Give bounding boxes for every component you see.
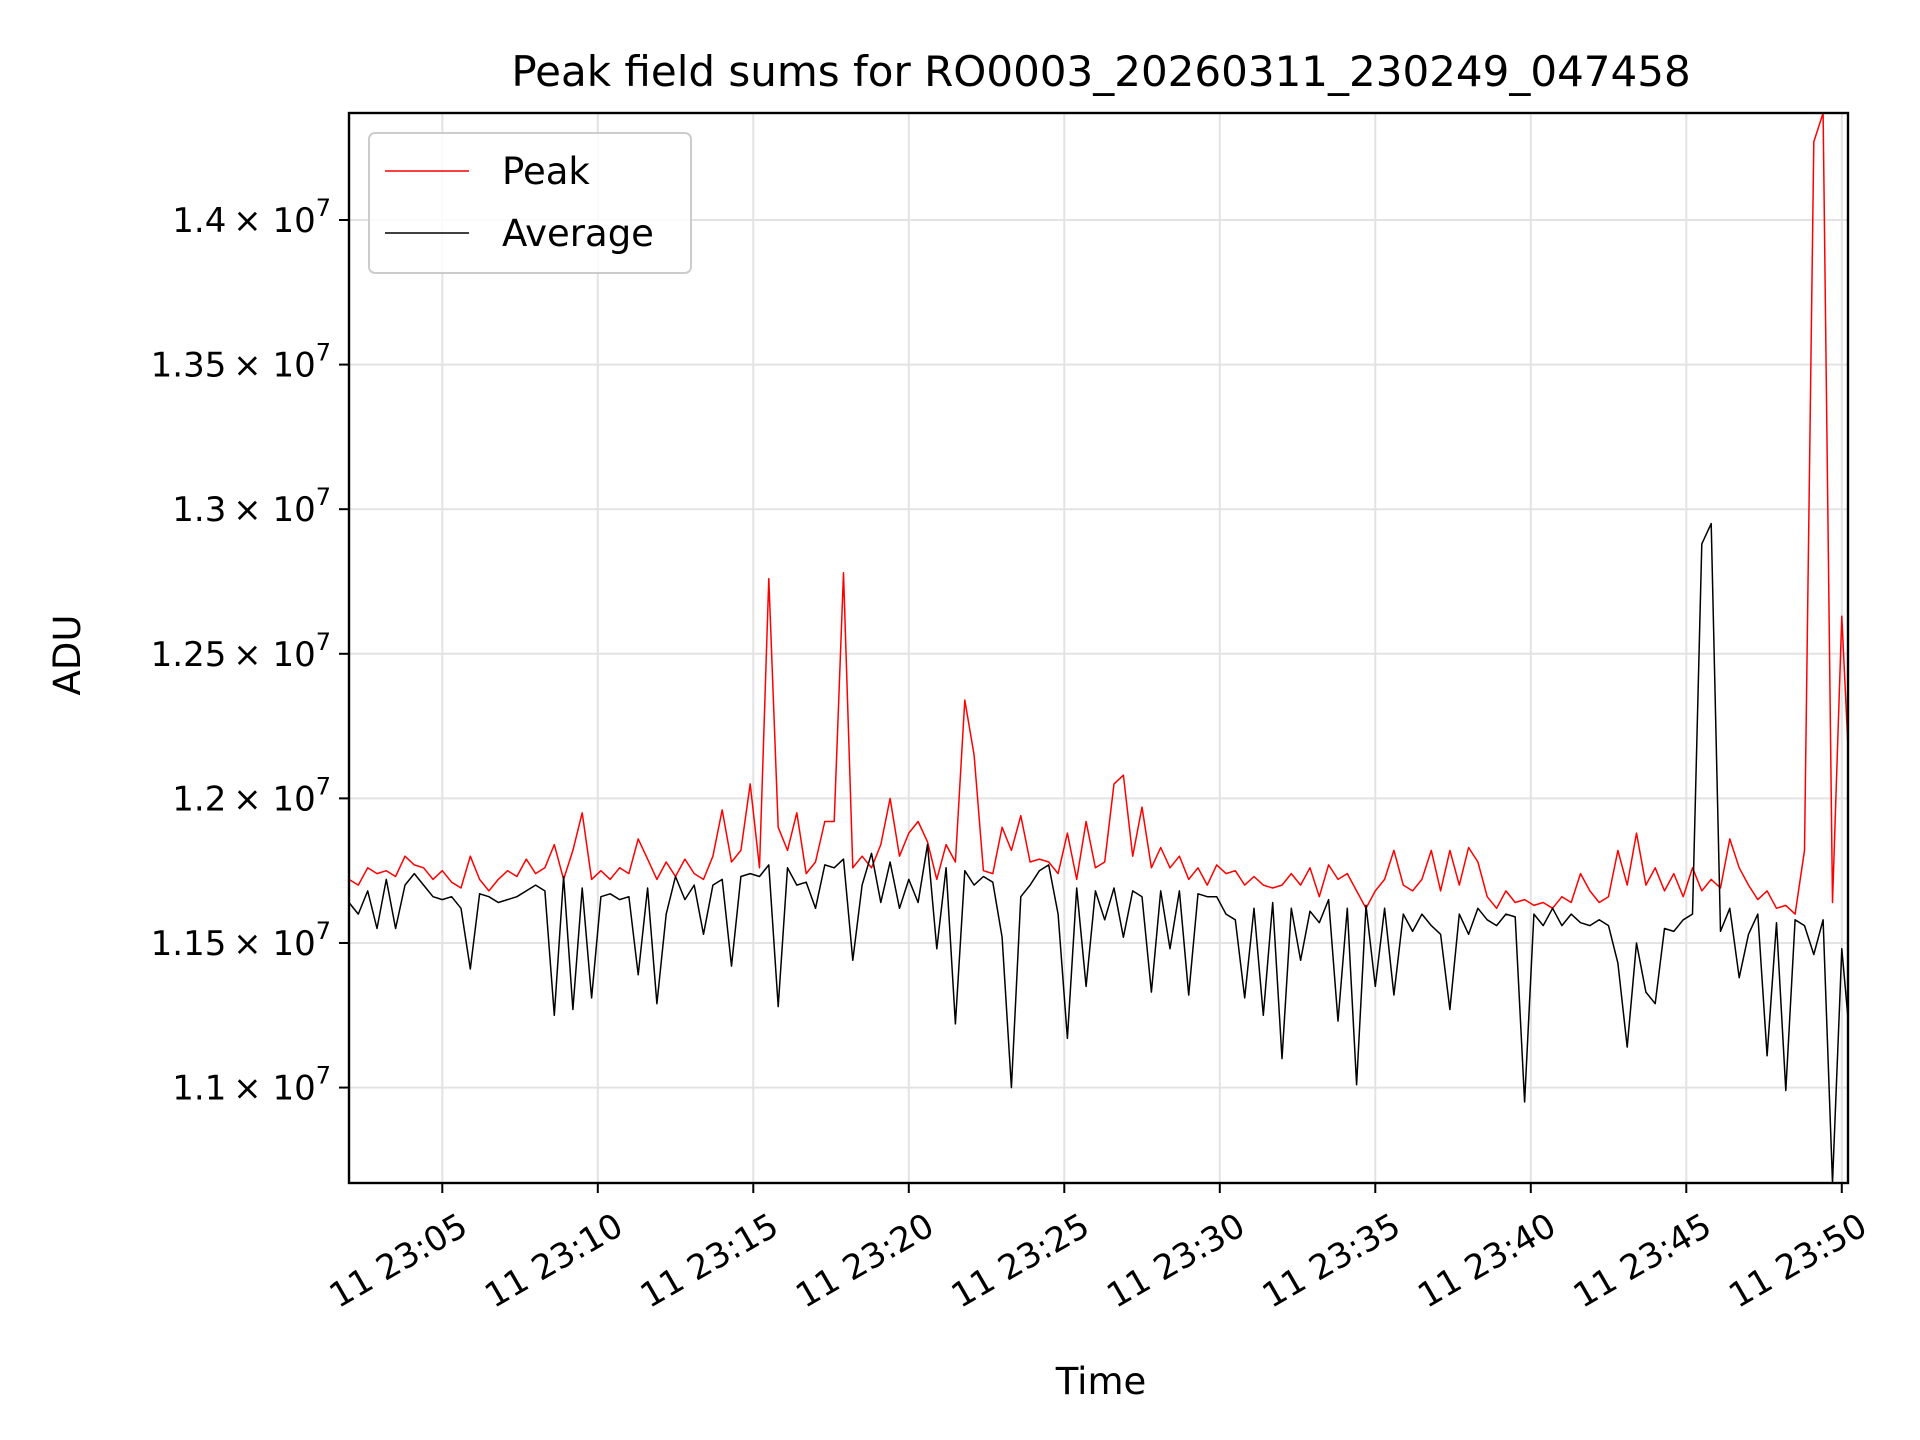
y-axis-title: ADU: [46, 615, 89, 696]
y-tick-mantissa: 1.4: [172, 201, 233, 241]
legend: Peak Average: [368, 132, 692, 274]
y-tick-exponent: 7: [316, 772, 331, 800]
y-tick-label: 1.3 × 107: [172, 483, 331, 530]
y-tick-label: 1.1 × 107: [172, 1062, 331, 1109]
y-tick-mantissa: 1.1: [172, 1069, 233, 1109]
y-tick-label: 1.4 × 107: [172, 194, 331, 241]
y-tick-mantissa: 1.25: [151, 635, 234, 675]
legend-box: [368, 132, 692, 274]
y-tick-exponent: 7: [316, 1062, 331, 1090]
plot-frame: [347, 111, 1850, 1185]
y-tick-multiplier: × 10: [233, 201, 316, 241]
series-line-average: [349, 522, 1848, 1183]
y-tick-label: 1.15 × 107: [151, 917, 331, 964]
y-tick-exponent: 7: [316, 483, 331, 511]
y-tick-multiplier: × 10: [233, 635, 316, 675]
y-tick-multiplier: × 10: [233, 346, 316, 386]
legend-label-average: Average: [502, 212, 654, 255]
y-tick-multiplier: × 10: [233, 490, 316, 530]
y-tick-mantissa: 1.15: [151, 924, 234, 964]
y-tick-multiplier: × 10: [233, 1069, 316, 1109]
series-line-peak: [349, 113, 1848, 915]
y-tick-exponent: 7: [316, 339, 331, 367]
y-tick-multiplier: × 10: [233, 924, 316, 964]
y-tick-label: 1.35 × 107: [151, 339, 331, 386]
y-tick-mantissa: 1.35: [151, 346, 234, 386]
y-tick-exponent: 7: [316, 628, 331, 656]
y-tick-label: 1.2 × 107: [172, 772, 331, 819]
y-tick-mantissa: 1.2: [172, 779, 233, 819]
series-layer: [349, 113, 1848, 1183]
legend-label-peak: Peak: [502, 150, 590, 193]
chart-title: Peak field sums for RO0003_20260311_2302…: [511, 47, 1690, 96]
y-tick-exponent: 7: [316, 194, 331, 222]
y-tick-label: 1.25 × 107: [151, 628, 331, 675]
y-tick-multiplier: × 10: [233, 779, 316, 819]
y-tick-exponent: 7: [316, 917, 331, 945]
grid-layer: [349, 113, 1848, 1183]
y-tick-mantissa: 1.3: [172, 490, 233, 530]
x-axis-title: Time: [1055, 1360, 1147, 1403]
